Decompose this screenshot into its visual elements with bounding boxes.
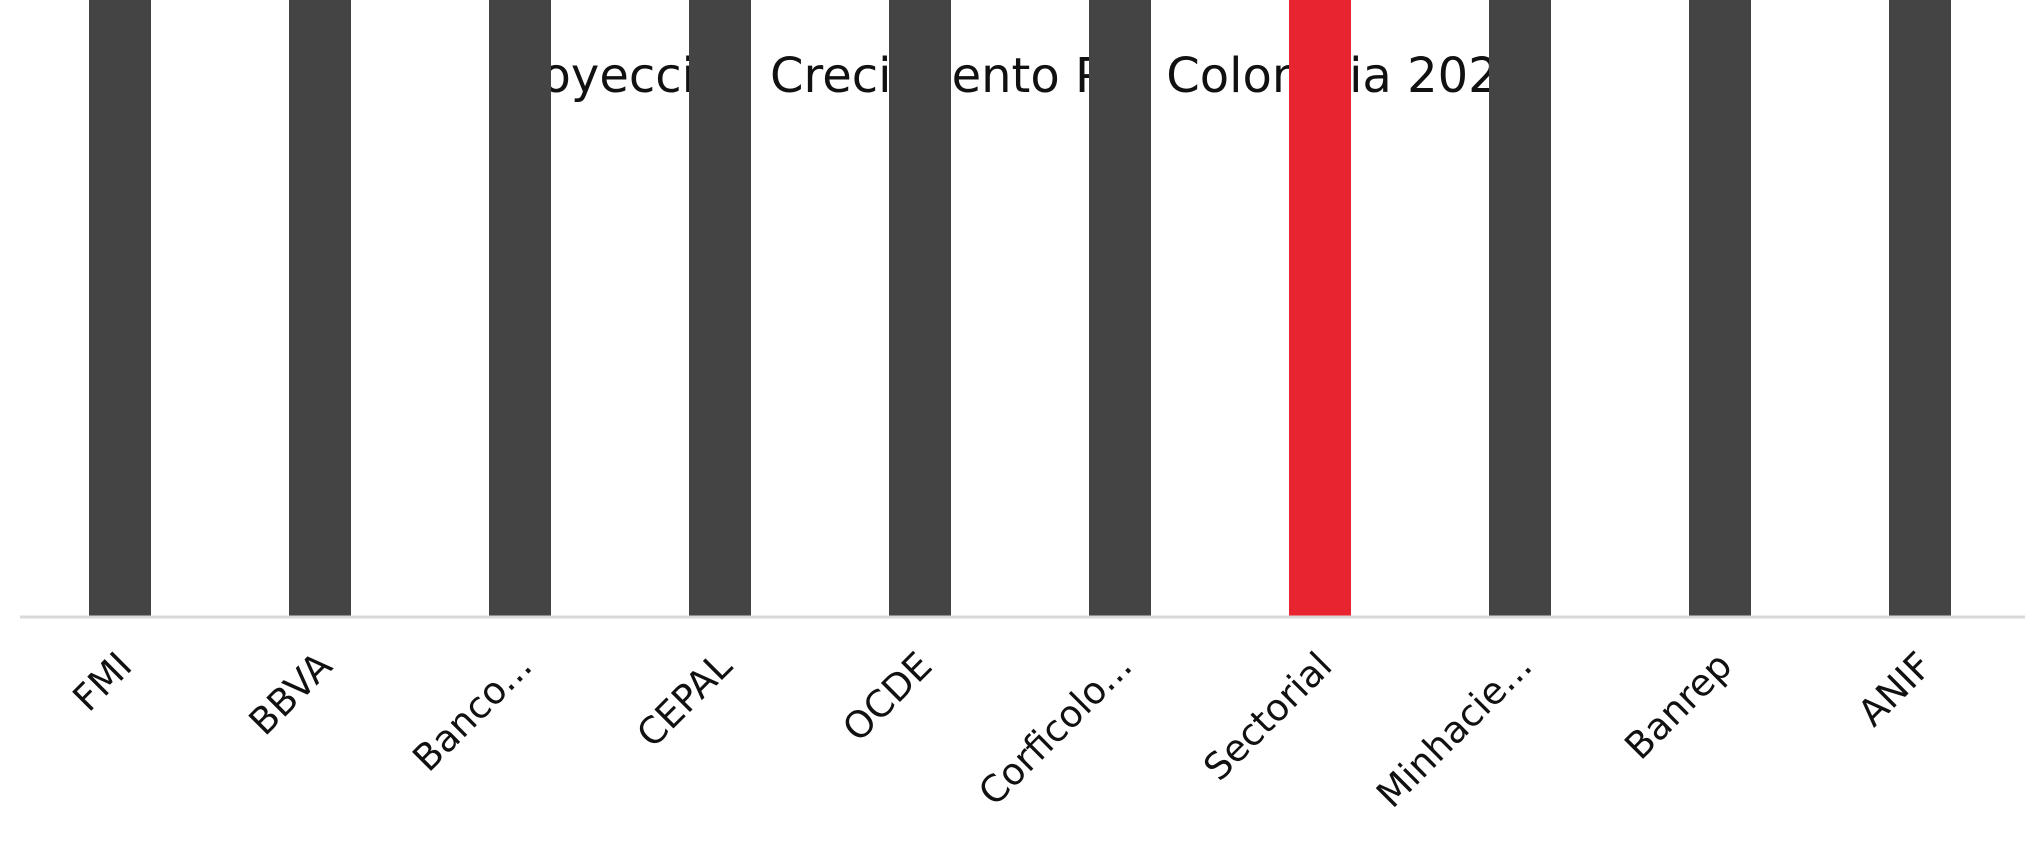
bars-group	[89, 0, 1951, 617]
bar-0	[89, 0, 151, 617]
bar-9	[1889, 0, 1951, 617]
chart-title: Proyección Crecimiento PIB Colombia 2025	[495, 48, 1529, 104]
category-label-5: Corficolo...	[970, 644, 1140, 814]
bar-3	[689, 0, 751, 617]
category-label-3: CEPAL	[629, 644, 741, 756]
category-label-1: BBVA	[241, 644, 341, 744]
category-label-2: Banco...	[405, 644, 541, 780]
bar-1	[289, 0, 351, 617]
bar-5	[1089, 0, 1151, 617]
category-label-9: ANIF	[1850, 644, 1941, 735]
bar-7	[1489, 0, 1551, 617]
bar-6	[1289, 0, 1351, 617]
category-label-0: FMI	[65, 644, 141, 720]
category-label-8: Banrep	[1617, 644, 1741, 768]
bar-4	[889, 0, 951, 617]
category-label-4: OCDE	[834, 644, 940, 750]
category-labels-group: FMI BBVA Banco... CEPAL OCDE Corficolo... Sect…	[65, 644, 1941, 816]
bar-8	[1689, 0, 1751, 617]
bar-2	[489, 0, 551, 617]
category-label-7: Minhacie...	[1368, 644, 1540, 816]
category-label-6: Sectorial	[1195, 644, 1340, 789]
